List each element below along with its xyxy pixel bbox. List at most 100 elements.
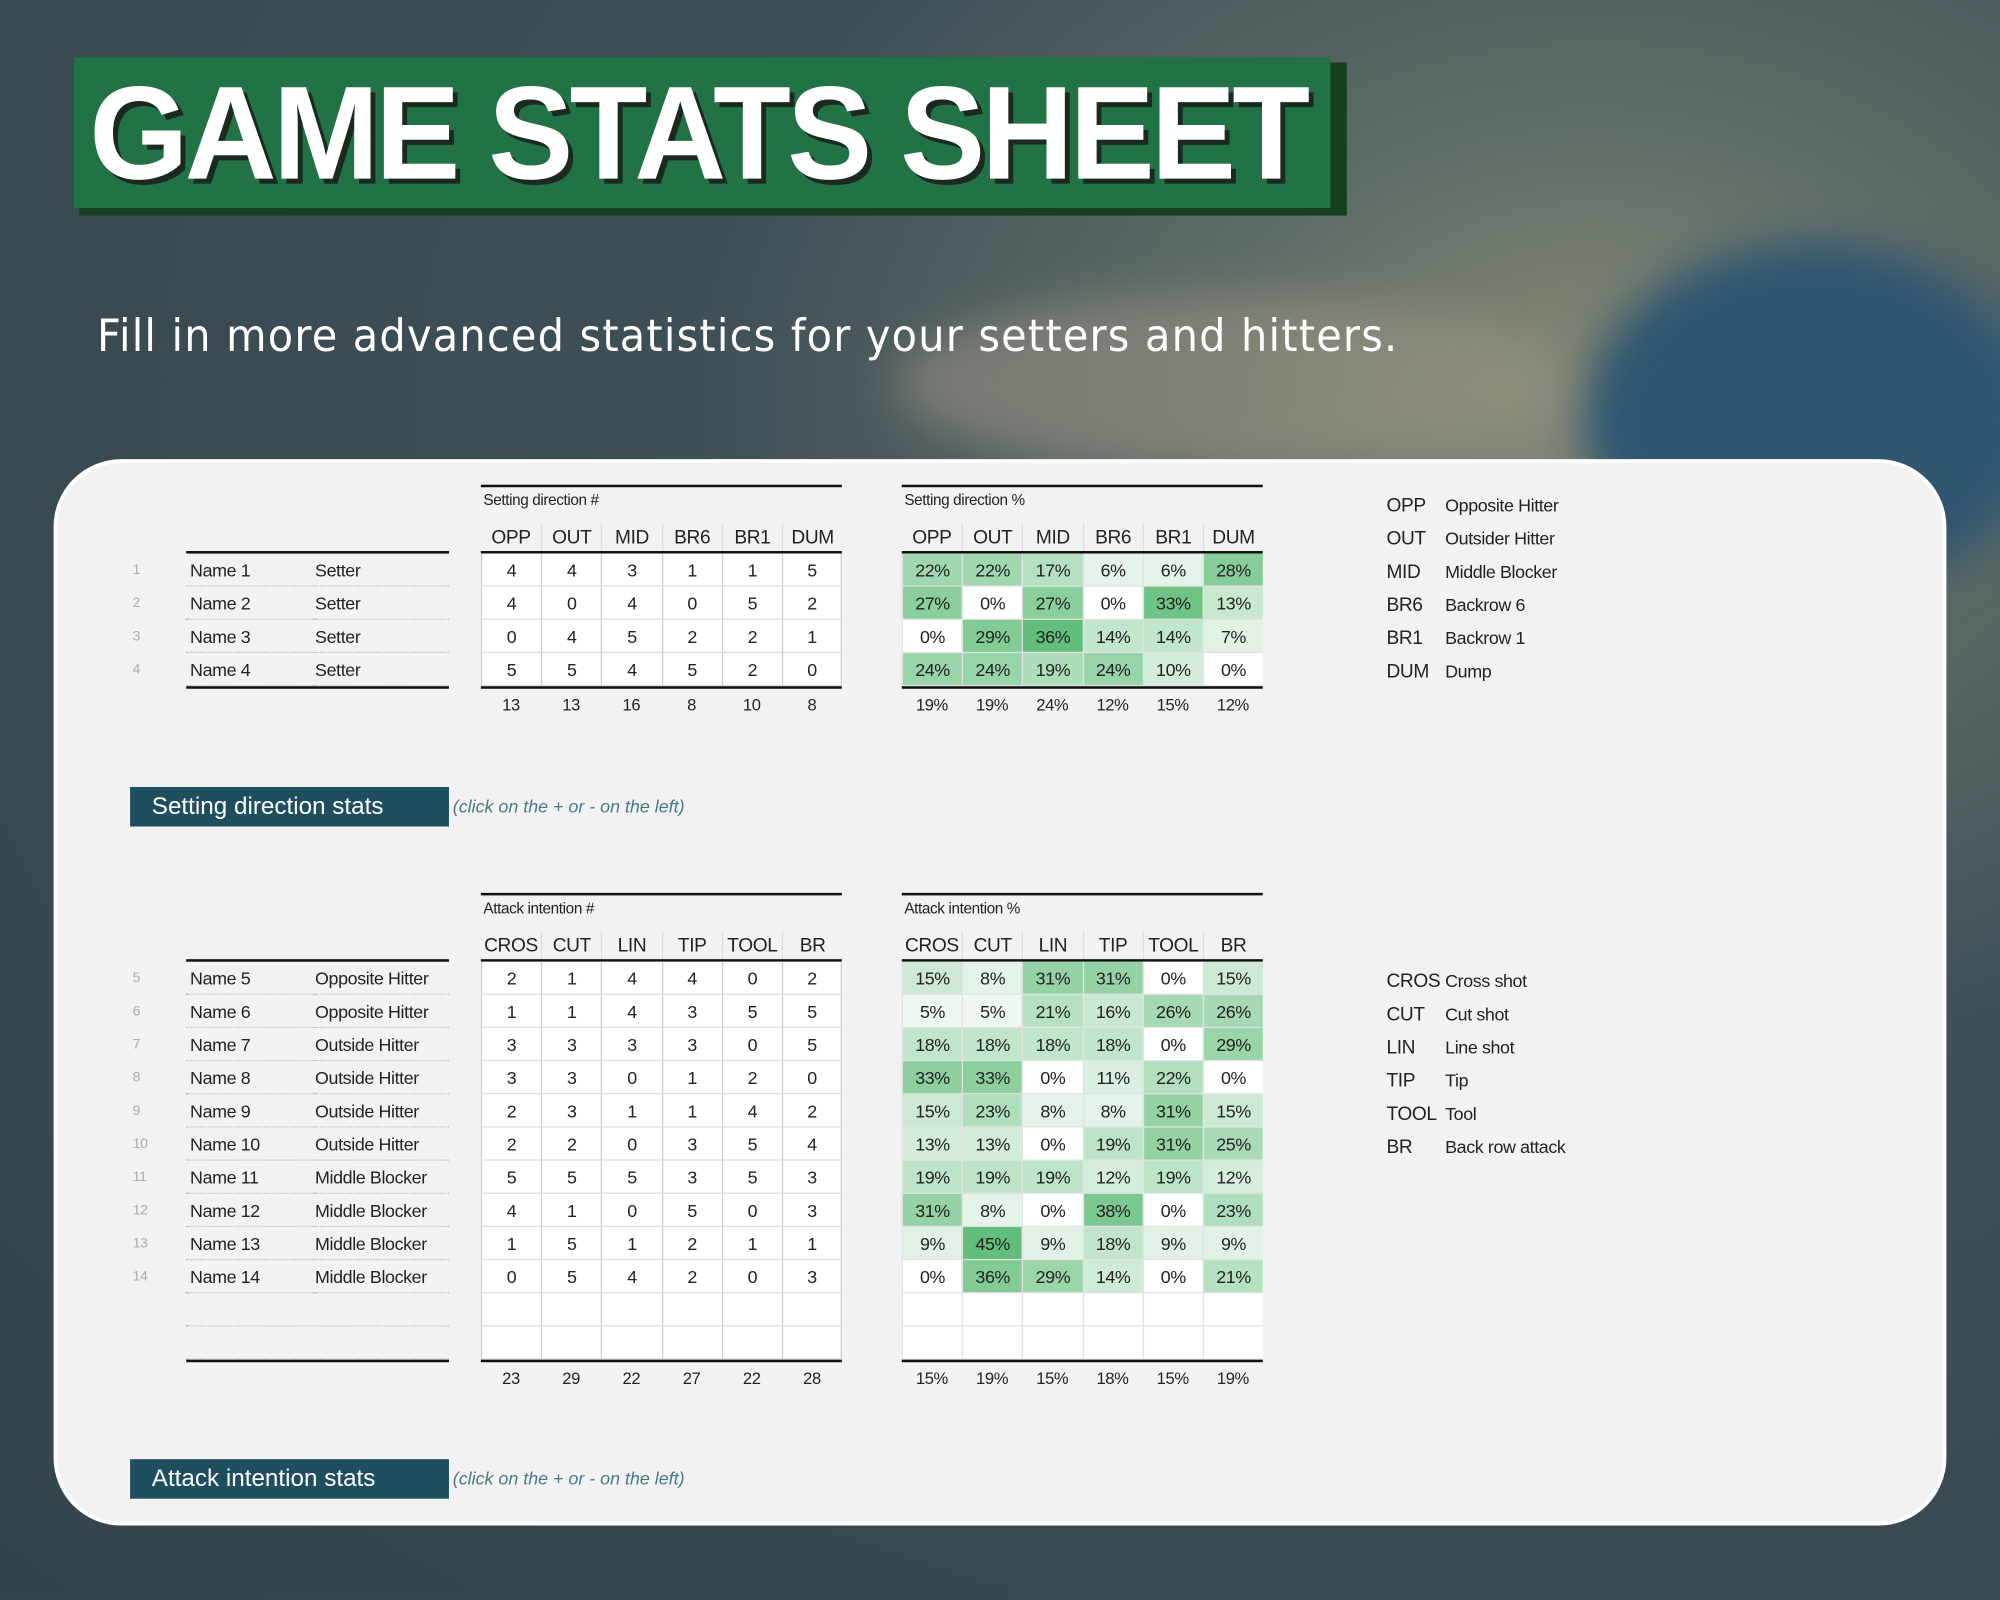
count-total: 10 — [742, 694, 761, 714]
count-cell: 1 — [781, 619, 843, 654]
percent-total: 24% — [1036, 694, 1069, 714]
percent-cell: 15% — [901, 1094, 962, 1128]
count-total: 27 — [682, 1367, 701, 1388]
count-cell: 2 — [541, 1127, 602, 1161]
count-cell: 0 — [661, 586, 722, 620]
count-total: 29 — [562, 1367, 580, 1388]
legend-code: DUM — [1386, 660, 1429, 682]
row-number: 13 — [132, 1235, 148, 1252]
percent-cell: 9% — [1202, 1227, 1263, 1261]
percent-total: 15% — [915, 1367, 948, 1388]
count-cell: 2 — [480, 1127, 542, 1161]
empty-cell — [961, 1293, 1023, 1327]
count-cell: 5 — [541, 1160, 602, 1194]
percent-cell: 8% — [1022, 1094, 1083, 1128]
count-total: 8 — [807, 694, 817, 714]
count-cell: 4 — [601, 653, 662, 687]
legend-description: Cross shot — [1445, 970, 1527, 992]
empty-cell — [1022, 1326, 1083, 1360]
percent-cell: 0% — [1142, 1260, 1203, 1294]
percent-cell: 0% — [1142, 1028, 1203, 1062]
legend-description: Outsider Hitter — [1445, 528, 1555, 549]
player-role: Outside Hitter — [313, 1094, 449, 1128]
count-cell: 1 — [480, 1227, 542, 1261]
column-header: TOOL — [1142, 931, 1203, 961]
count-cell: 5 — [541, 1227, 602, 1261]
percent-cell: 0% — [901, 619, 962, 654]
rule — [480, 686, 843, 689]
count-cell: 1 — [541, 994, 602, 1029]
count-cell: 4 — [601, 961, 662, 995]
empty-cell — [961, 1326, 1023, 1360]
percent-cell: 5% — [901, 994, 962, 1029]
section-toggle-button[interactable]: Attack intention stats — [130, 1459, 449, 1499]
count-cell: 1 — [541, 1193, 602, 1228]
percent-cell: 0% — [901, 1260, 962, 1294]
count-cell: 1 — [781, 1227, 843, 1261]
column-header: BR1 — [721, 522, 782, 553]
count-cell: 3 — [601, 1028, 662, 1062]
percent-total: 19% — [915, 694, 948, 714]
count-cell: 0 — [721, 1193, 782, 1228]
empty-cell — [601, 1326, 662, 1360]
percent-cell: 24% — [901, 653, 962, 687]
column-header: LIN — [1022, 931, 1082, 961]
count-cell: 0 — [721, 961, 782, 995]
count-cell: 2 — [721, 653, 782, 687]
column-header: CUT — [541, 931, 601, 961]
percent-cell: 14% — [1142, 619, 1203, 654]
count-cell: 2 — [480, 961, 542, 995]
count-cell: 1 — [480, 994, 542, 1029]
count-total: 28 — [803, 1367, 821, 1388]
percent-cell: 31% — [1142, 1094, 1203, 1128]
count-cell: 3 — [541, 1061, 602, 1095]
percent-cell: 7% — [1202, 619, 1263, 654]
column-header: BR — [1202, 931, 1263, 961]
empty-cell — [781, 1293, 843, 1327]
count-cell: 3 — [661, 1160, 722, 1194]
legend-description: Middle Blocker — [1445, 561, 1557, 582]
count-cell: 5 — [661, 1193, 722, 1228]
empty-cell — [721, 1293, 782, 1327]
percent-cell: 22% — [961, 553, 1023, 587]
count-cell: 3 — [781, 1260, 843, 1294]
player-name: Name 8 — [186, 1061, 314, 1095]
section-toggle-button[interactable]: Setting direction stats — [130, 786, 449, 827]
player-name: Name 10 — [186, 1128, 314, 1161]
count-cell: 2 — [661, 1260, 722, 1294]
player-role: Setter — [313, 554, 449, 587]
rule — [186, 551, 449, 554]
percent-cell: 16% — [1082, 994, 1143, 1029]
player-role: Setter — [313, 620, 449, 654]
percent-cell: 33% — [901, 1061, 962, 1095]
legend-description: Tip — [1445, 1070, 1469, 1091]
player-name: Name 11 — [186, 1161, 314, 1194]
count-cell: 4 — [721, 1094, 782, 1128]
count-total: 13 — [502, 694, 520, 714]
player-role: Outside Hitter — [313, 1128, 449, 1161]
count-cell: 2 — [781, 961, 843, 995]
column-header: TOOL — [721, 931, 782, 961]
count-cell: 2 — [721, 619, 782, 654]
percent-cell: 18% — [1022, 1028, 1083, 1062]
percent-cell: 5% — [961, 994, 1023, 1029]
percent-cell: 31% — [901, 1193, 962, 1228]
percent-cell: 36% — [1022, 619, 1083, 654]
count-cell: 0 — [721, 1028, 782, 1062]
table-title: Setting direction # — [483, 491, 599, 509]
count-cell: 3 — [781, 1193, 843, 1228]
player-name: Name 3 — [186, 620, 314, 654]
count-cell: 2 — [480, 1094, 542, 1128]
percent-cell: 14% — [1082, 619, 1143, 654]
player-role: Middle Blocker — [313, 1161, 449, 1194]
count-cell: 4 — [480, 586, 542, 620]
count-cell: 0 — [601, 1193, 662, 1228]
count-total: 23 — [502, 1367, 520, 1388]
percent-cell: 0% — [1142, 961, 1203, 995]
percent-cell: 9% — [1142, 1227, 1203, 1261]
count-cell: 0 — [781, 653, 843, 687]
percent-total: 19% — [976, 694, 1009, 714]
rule — [480, 551, 843, 554]
count-cell: 3 — [541, 1094, 602, 1128]
